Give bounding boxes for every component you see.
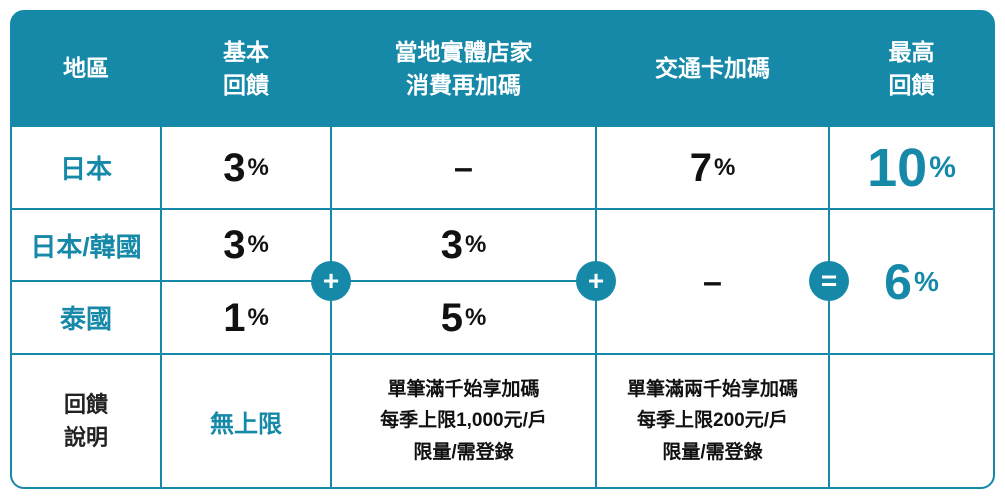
cell-japan-korea-region: 日本/韓國 xyxy=(12,210,160,280)
region-label: 日本 xyxy=(59,154,112,184)
percent-sign: % xyxy=(247,153,269,181)
percent-value: 3 xyxy=(440,223,463,267)
cell-japan-korea-local: 3% xyxy=(332,210,595,280)
cell-japan-korea-basic: 3% xyxy=(162,210,330,280)
percent-sign: % xyxy=(713,153,736,181)
cell-japan-region: 日本 xyxy=(12,127,160,208)
percent-sign: % xyxy=(247,231,269,258)
no-limit-label: 無上限 xyxy=(210,410,282,438)
header-label-basic: 基本 回饋 xyxy=(223,39,269,98)
cell-merged-max: 6% xyxy=(830,210,993,353)
percent-value: 3 xyxy=(223,145,246,190)
percent-sign: % xyxy=(929,150,956,184)
header-cell-region: 地區 xyxy=(12,12,160,125)
percent-value: 10 xyxy=(867,137,928,198)
header-cell-transit: 交通卡加碼 xyxy=(597,12,828,125)
percent-value: 1 xyxy=(223,295,246,340)
header-cell-basic: 基本 回饋 xyxy=(162,12,330,125)
cell-japan-local: – xyxy=(332,127,595,208)
cell-notes-transit: 單筆滿兩千始享加碼 每季上限200元/戶 限量/需登錄 xyxy=(597,355,828,487)
transit-bonus-note: 單筆滿兩千始享加碼 每季上限200元/戶 限量/需登錄 xyxy=(626,378,798,463)
cell-notes-region: 回饋 說明 xyxy=(12,355,160,487)
percent-sign: % xyxy=(913,265,939,297)
cell-notes-local: 單筆滿千始享加碼 每季上限1,000元/戶 限量/需登錄 xyxy=(332,355,595,487)
header-label-region: 地區 xyxy=(63,55,109,82)
cell-japan-transit: 7% xyxy=(597,127,828,208)
rewards-table: 地區 基本 回饋 當地實體店家 消費再加碼 交通卡加碼 最高 回饋 日本 3% … xyxy=(10,10,995,489)
header-label-transit: 交通卡加碼 xyxy=(655,55,770,82)
percent-sign: % xyxy=(247,303,269,331)
header-label-max: 最高 回饋 xyxy=(888,39,935,98)
cell-notes-max-empty xyxy=(830,355,993,487)
percent-sign: % xyxy=(464,303,487,331)
equals-icon: = xyxy=(809,261,849,301)
header-cell-max: 最高 回饋 xyxy=(830,12,993,125)
region-label: 泰國 xyxy=(59,304,112,334)
dash-value: – xyxy=(454,148,473,187)
cell-thailand-basic: 1% xyxy=(162,282,330,353)
percent-value: 7 xyxy=(689,145,712,190)
cell-thailand-region: 泰國 xyxy=(12,282,160,353)
cell-japan-basic: 3% xyxy=(162,127,330,208)
percent-value: 3 xyxy=(223,223,246,267)
percent-sign: % xyxy=(464,231,487,258)
plus-icon: + xyxy=(311,261,351,301)
plus-icon: + xyxy=(576,261,616,301)
header-cell-local: 當地實體店家 消費再加碼 xyxy=(332,12,595,125)
region-label: 日本/韓國 xyxy=(30,231,142,262)
header-label-local: 當地實體店家 消費再加碼 xyxy=(394,39,533,98)
cell-thailand-local: 5% xyxy=(332,282,595,353)
percent-value: 6 xyxy=(884,253,912,310)
dash-value: – xyxy=(703,262,722,301)
notes-region-label: 回饋 說明 xyxy=(63,392,108,450)
local-bonus-note: 單筆滿千始享加碼 每季上限1,000元/戶 限量/需登錄 xyxy=(380,378,547,463)
percent-value: 5 xyxy=(440,295,463,340)
cell-japan-max: 10% xyxy=(830,127,993,208)
cell-notes-basic: 無上限 xyxy=(162,355,330,487)
cell-merged-transit: – xyxy=(597,210,828,353)
